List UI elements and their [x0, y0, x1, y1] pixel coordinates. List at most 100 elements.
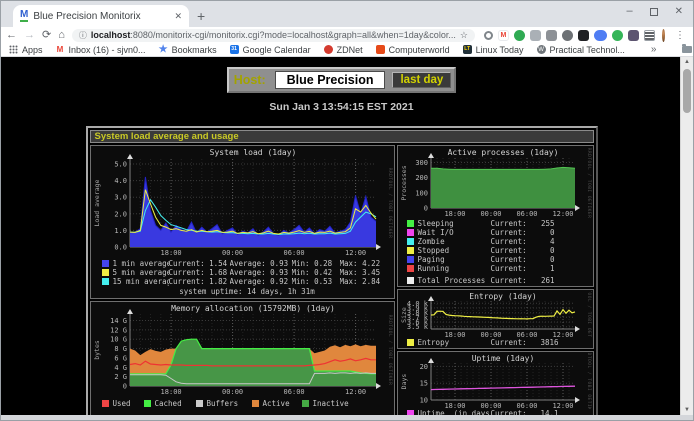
- bookmark-label: Computerworld: [388, 44, 450, 55]
- computerworld-icon: [375, 45, 385, 54]
- svg-text:RRDTOOL / TOBI OETIKER: RRDTOOL / TOBI OETIKER: [387, 168, 393, 239]
- svg-text:Uptime (1day): Uptime (1day): [471, 354, 534, 363]
- bookmarks-overflow-icon[interactable]: »: [650, 44, 657, 55]
- svg-text:4.0 k: 4.0 k: [406, 300, 428, 308]
- gmail-extension-icon[interactable]: M: [497, 29, 509, 41]
- svg-text:5.0: 5.0: [114, 161, 127, 169]
- reload-icon[interactable]: ⟳: [42, 28, 52, 41]
- uptime-chart[interactable]: 10 15 20 18:00 00:00 06:00 12:00 Uptime (1day) D…: [396, 351, 594, 415]
- address-bar[interactable]: ⓘ localhost:8080/monitorix-cgi/monitorix…: [71, 28, 475, 42]
- green-extension-icon[interactable]: [513, 29, 525, 41]
- scrollbar-thumb[interactable]: [683, 69, 691, 113]
- entropy-chart[interactable]: 3.5 k 3.6 k 3.7 k 3.8 k 3.9 k 4.0 k 18:00 00:00…: [396, 289, 594, 349]
- extensions-row: M: [483, 29, 655, 41]
- svg-text:3.9 k: 3.9 k: [406, 305, 428, 313]
- svg-text:10 G: 10 G: [110, 336, 127, 344]
- page-scrollbar[interactable]: ▲ ▼: [680, 57, 693, 415]
- url-host: localhost: [90, 30, 131, 40]
- bookmark-computerworld[interactable]: Computerworld: [375, 44, 450, 55]
- svg-text:4 G: 4 G: [114, 364, 127, 372]
- page-info-icon[interactable]: ⓘ: [78, 30, 87, 40]
- svg-text:8 G: 8 G: [114, 345, 127, 353]
- scroll-down-icon[interactable]: ▼: [684, 407, 690, 413]
- scroll-up-icon[interactable]: ▲: [684, 59, 690, 65]
- gray-extension-icon[interactable]: [545, 29, 557, 41]
- bookmark-label: Google Calendar: [242, 44, 311, 55]
- maximize-button[interactable]: [649, 7, 658, 16]
- extensions-puzzle-icon[interactable]: [627, 29, 639, 41]
- svg-text:06:00: 06:00: [516, 331, 537, 338]
- section-title: System load average and usage: [89, 130, 594, 143]
- svg-text:Size: Size: [400, 307, 408, 323]
- new-tab-button[interactable]: +: [197, 8, 206, 24]
- tab-close-icon[interactable]: ✕: [174, 10, 182, 21]
- svg-text:2 G: 2 G: [114, 373, 127, 381]
- browser-toolbar: ← → ⟳ ⌂ ⓘ localhost:8080/monitorix-cgi/m…: [1, 27, 693, 43]
- svg-text:Memory allocation (15792MB) (: Memory allocation (15792MB) (1day): [171, 304, 335, 313]
- pages-extension-icon[interactable]: [529, 29, 541, 41]
- bookmark-linux-today[interactable]: LT Linux Today: [462, 45, 524, 55]
- speaker-extension-icon[interactable]: [561, 29, 573, 41]
- home-icon[interactable]: ⌂: [58, 28, 65, 41]
- bookmark-bookmarks[interactable]: ★ Bookmarks: [159, 44, 217, 55]
- svg-text:00:00: 00:00: [480, 402, 501, 409]
- svg-text:00:00: 00:00: [222, 388, 243, 396]
- svg-text:06:00: 06:00: [283, 388, 304, 396]
- svg-text:Processes: Processes: [400, 165, 408, 200]
- minimize-button[interactable]: –: [626, 5, 633, 17]
- host-label: Host:: [233, 73, 266, 87]
- window-close-button[interactable]: ✕: [674, 5, 683, 17]
- blue-extension-icon[interactable]: [593, 29, 607, 41]
- host-selector-bar: Host: Blue Precision last day: [226, 67, 457, 93]
- svg-text:18:00: 18:00: [444, 402, 465, 409]
- svg-text:12:00: 12:00: [345, 388, 366, 396]
- svg-text:300: 300: [415, 159, 428, 167]
- other-bookmarks[interactable]: Other bookmarks: [682, 44, 694, 55]
- linux-today-icon: LT: [462, 45, 472, 54]
- browser-tab[interactable]: M Blue Precision Monitorix ✕: [13, 5, 189, 27]
- window-frame-bottom: [1, 415, 693, 420]
- host-name-button[interactable]: Blue Precision: [274, 71, 386, 89]
- forward-icon[interactable]: →: [24, 28, 35, 41]
- bookmark-label: Inbox (16) - sjvn0...: [68, 44, 146, 55]
- svg-text:RRDTOOL / TOBI OETIKER: RRDTOOL / TOBI OETIKER: [586, 353, 592, 409]
- back-icon[interactable]: ←: [6, 28, 17, 41]
- bookmark-zdnet[interactable]: ZDNet: [323, 44, 363, 55]
- svg-text:RRDTOOL / TOBI OETIKER: RRDTOOL / TOBI OETIKER: [586, 148, 592, 219]
- active-processes-chart[interactable]: 0 100 200 300 18:00 00:00 06:00 12:00 Active pro…: [396, 145, 594, 287]
- svg-text:18:00: 18:00: [444, 331, 465, 338]
- page-content: ▲ ▼ Host: Blue Precision last day Sun Ja…: [1, 57, 693, 415]
- titlebar: M Blue Precision Monitorix ✕ + – ✕: [1, 1, 693, 27]
- bookmark-label: Bookmarks: [171, 44, 217, 55]
- bookmark-inbox[interactable]: M Inbox (16) - sjvn0...: [56, 45, 146, 55]
- window-controls: – ✕: [626, 6, 683, 17]
- svg-text:06:00: 06:00: [516, 210, 537, 218]
- bookmark-label: Apps: [22, 44, 43, 55]
- svg-text:1.0: 1.0: [114, 227, 127, 235]
- svg-text:3.0: 3.0: [114, 194, 127, 202]
- svg-text:12 G: 12 G: [110, 326, 127, 334]
- green-circle-extension-icon[interactable]: [611, 29, 623, 41]
- system-load-chart[interactable]: 0.0 1.0 2.0 3.0 4.0 5.0 18:00 00:00 06:00 12:00 Sy…: [89, 145, 395, 299]
- svg-text:18:00: 18:00: [160, 388, 181, 396]
- bookmark-star-icon[interactable]: ☆: [459, 29, 468, 40]
- svg-text:12:00: 12:00: [345, 249, 366, 257]
- bookmark-google-calendar[interactable]: 31 Google Calendar: [229, 44, 311, 55]
- bookmarks-bar: Apps M Inbox (16) - sjvn0... ★ Bookmarks…: [1, 43, 693, 57]
- bookmark-label: ZDNet: [336, 44, 363, 55]
- folder-icon: [682, 44, 693, 53]
- list-extension-icon[interactable]: [643, 29, 655, 41]
- url-path: :8080/monitorix-cgi/monitorix.cgi?mode=l…: [130, 30, 456, 40]
- profile-avatar[interactable]: [661, 28, 665, 42]
- svg-text:10: 10: [419, 397, 427, 405]
- browser-menu-icon[interactable]: ⋮: [675, 29, 685, 41]
- svg-text:15: 15: [419, 380, 427, 388]
- bookmark-practical-technology[interactable]: W Practical Technol...: [536, 45, 625, 55]
- svg-text:2.0: 2.0: [114, 210, 127, 218]
- time-range-button[interactable]: last day: [392, 72, 452, 88]
- bookmark-apps[interactable]: Apps: [9, 45, 43, 55]
- dark-extension-icon[interactable]: [577, 29, 589, 41]
- search-extension-icon[interactable]: [483, 30, 493, 40]
